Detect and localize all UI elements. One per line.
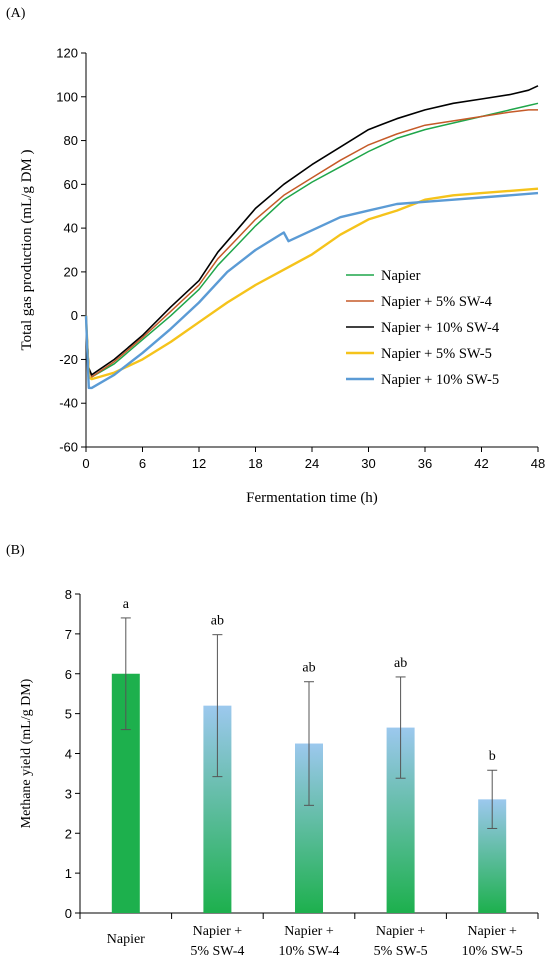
legend-label: Napier + 5% SW-5: [381, 346, 492, 362]
bar: [386, 727, 415, 913]
legend-label: Napier: [381, 268, 421, 284]
series-line: [85, 85, 539, 376]
x-axis-title: Fermentation time (h): [246, 490, 378, 506]
legend-label: Napier + 10% SW-5: [381, 372, 499, 388]
significance-letter: a: [123, 597, 130, 612]
category-label: 10% SW-5: [462, 944, 523, 959]
y-tick-label: 7: [65, 627, 72, 642]
y-tick-label: 5: [65, 707, 72, 722]
y-tick-label: 4: [65, 747, 72, 762]
panel-label-b: (B): [6, 543, 25, 558]
legend-label: Napier + 5% SW-4: [381, 294, 493, 310]
y-tick-label: -40: [59, 396, 78, 411]
y-axis-title: Total gas production (mL/g DM ): [19, 149, 35, 350]
category-label: 10% SW-4: [278, 944, 339, 959]
y-tick-label: 80: [64, 133, 78, 148]
bar: [203, 705, 232, 913]
y-axis-title: Methane yield (mL/g DM): [19, 678, 34, 828]
series-line: [84, 191, 539, 390]
y-tick-label: 8: [65, 587, 72, 602]
significance-letter: ab: [211, 614, 224, 629]
y-tick-label: 60: [64, 177, 78, 192]
x-tick-label: 6: [139, 456, 146, 471]
y-tick-label: 20: [64, 264, 78, 279]
x-tick-label: 30: [361, 456, 375, 471]
bar: [111, 673, 140, 913]
x-tick-label: 0: [82, 456, 89, 471]
category-label: Napier: [107, 932, 145, 947]
series-line: [85, 109, 538, 378]
category-label: 5% SW-5: [374, 944, 428, 959]
x-tick-label: 18: [248, 456, 262, 471]
line-chart: -60 -40 -20 0 20 40 60 80 100 120 0 6 12 18 24 30 36 42 48…: [19, 46, 545, 507]
y-tick-label: 2: [65, 826, 72, 841]
series-line: [84, 187, 539, 381]
category-label: Napier +: [467, 924, 517, 939]
category-label: 5% SW-4: [190, 944, 244, 959]
y-tick-label: 3: [65, 786, 72, 801]
significance-letter: ab: [394, 656, 407, 671]
y-tick-label: -20: [59, 352, 78, 367]
x-tick-label: 12: [192, 456, 206, 471]
category-label: Napier +: [193, 924, 243, 939]
y-tick-label: 120: [56, 46, 78, 61]
x-tick-label: 36: [418, 456, 432, 471]
y-tick-label: -60: [59, 440, 78, 455]
bar: [478, 799, 507, 913]
y-tick-label: 100: [56, 89, 78, 104]
legend-label: Napier + 10% SW-4: [381, 320, 500, 336]
significance-letter: b: [489, 749, 496, 764]
y-tick-label: 6: [65, 667, 72, 682]
category-label: Napier +: [284, 924, 334, 939]
x-tick-label: 24: [305, 456, 319, 471]
y-tick-label: 0: [65, 906, 72, 921]
significance-letter: ab: [302, 661, 315, 676]
x-tick-label: 48: [531, 456, 545, 471]
category-label: Napier +: [376, 924, 426, 939]
panel-label-a: (A): [6, 6, 26, 21]
y-tick-label: 1: [65, 866, 72, 881]
y-tick-label: 0: [71, 308, 78, 323]
x-tick-label: 42: [474, 456, 488, 471]
y-tick-label: 40: [64, 221, 78, 236]
bar: [295, 743, 323, 913]
